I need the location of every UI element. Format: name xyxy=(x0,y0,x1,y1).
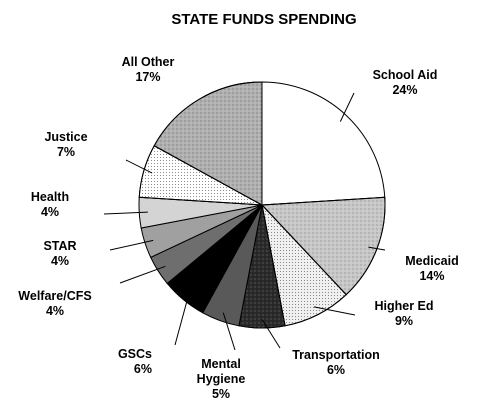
leader-line-welfare-cfs xyxy=(119,265,166,284)
pie-slice-medicaid-texture xyxy=(260,196,386,296)
slice-label-star: STAR 4% xyxy=(43,239,76,268)
slice-label-school-aid: School Aid 24% xyxy=(373,68,438,97)
leader-line-school-aid xyxy=(339,92,355,122)
pie-slice-justice xyxy=(138,145,263,206)
leader-line-justice xyxy=(125,159,153,174)
leader-line-gscs xyxy=(174,293,190,346)
leader-line-mental-hygiene xyxy=(222,312,236,351)
slice-label-gscs: GSCs 6% xyxy=(118,347,152,376)
slice-label-mental-hygiene: Mental Hygiene 5% xyxy=(197,357,246,401)
slice-labels: School Aid 24% Medicaid 14% Higher Ed 9% Trans… xyxy=(18,55,458,401)
leader-line-transportation xyxy=(261,319,281,349)
pie-slice-all-other xyxy=(153,81,263,206)
pie-slice-higher-ed xyxy=(261,203,347,327)
slice-label-welfare-cfs: Welfare/CFS 4% xyxy=(18,289,91,318)
pie-slice-medicaid xyxy=(260,196,386,296)
slice-label-justice: Justice 7% xyxy=(44,130,87,159)
leader-line-star xyxy=(109,239,154,251)
chart-title: STATE FUNDS SPENDING xyxy=(171,11,356,28)
leader-line-medicaid xyxy=(368,246,386,251)
pie-slice-all-other-texture xyxy=(153,81,263,206)
slice-label-health: Health 4% xyxy=(31,190,69,219)
leader-lines xyxy=(103,92,386,351)
pie-slice-school-aid-fill xyxy=(261,81,386,206)
slice-label-transportation: Transportation 6% xyxy=(292,348,380,377)
slice-label-all-other: All Other 17% xyxy=(122,55,175,84)
slice-label-medicaid: Medicaid 14% xyxy=(405,254,459,283)
pie-slice-school-aid xyxy=(261,81,386,206)
slice-label-higher-ed: Higher Ed 9% xyxy=(374,299,433,328)
pie-slices xyxy=(138,81,386,329)
leader-line-health xyxy=(103,211,148,215)
leader-line-higher-ed xyxy=(313,306,356,316)
